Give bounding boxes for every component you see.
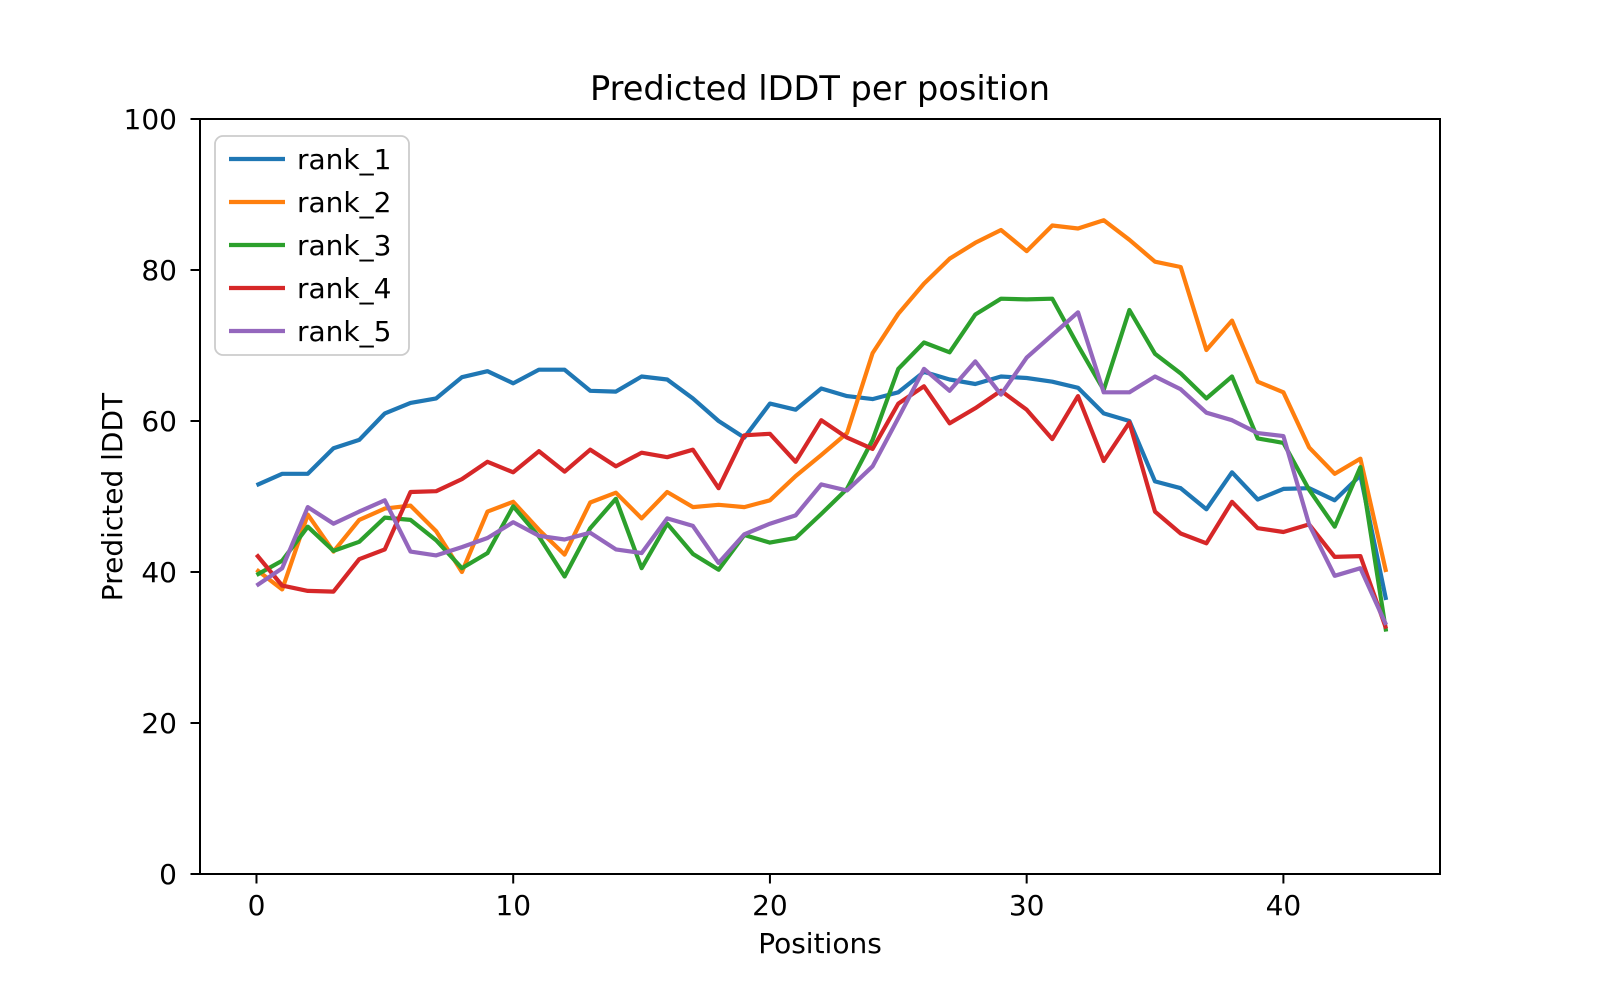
plot-border — [199, 118, 1441, 875]
series-lines — [254, 218, 1389, 632]
y-axis-label: Predicted lDDT — [96, 392, 129, 601]
x-tick-label: 0 — [248, 889, 266, 922]
axis-ticks: 0 10 20 30 40 0 20 40 60 80 100 — [124, 103, 1302, 922]
legend-item-label: rank_4 — [297, 272, 391, 305]
legend: rank_1 rank_2 rank_3 rank_4 rank_5 — [214, 135, 410, 356]
chart-title: Predicted lDDT per position — [590, 69, 1050, 108]
x-tick-label: 20 — [752, 889, 788, 922]
series-line-rank_4 — [254, 384, 1389, 630]
legend-item: rank_4 — [229, 272, 391, 305]
x-tick-label: 30 — [1009, 889, 1045, 922]
y-tick-label: 0 — [159, 858, 177, 891]
legend-item: rank_1 — [229, 143, 391, 176]
legend-item-label: rank_5 — [297, 315, 391, 348]
series-line-rank_5 — [255, 310, 1389, 626]
series-line-rank_1 — [255, 367, 1389, 601]
x-tick-label: 10 — [495, 889, 531, 922]
y-tick-label: 60 — [141, 405, 177, 438]
y-tick-label: 40 — [141, 556, 177, 589]
y-tick-label: 80 — [141, 254, 177, 287]
y-tick-label: 20 — [141, 707, 177, 740]
legend-item-label: rank_3 — [297, 229, 391, 262]
axes-spines — [199, 118, 1441, 875]
legend-item-label: rank_2 — [297, 186, 391, 219]
legend-item-label: rank_1 — [297, 143, 391, 176]
y-tick-label: 100 — [124, 103, 177, 136]
series-line-rank_3 — [255, 296, 1389, 632]
legend-item: rank_5 — [229, 315, 391, 348]
legend-frame — [214, 135, 410, 356]
legend-item: rank_3 — [229, 229, 391, 262]
legend-item: rank_2 — [229, 186, 391, 219]
x-axis-label: Positions — [758, 927, 882, 960]
x-tick-label: 40 — [1266, 889, 1302, 922]
series-line-rank_2 — [255, 218, 1389, 592]
